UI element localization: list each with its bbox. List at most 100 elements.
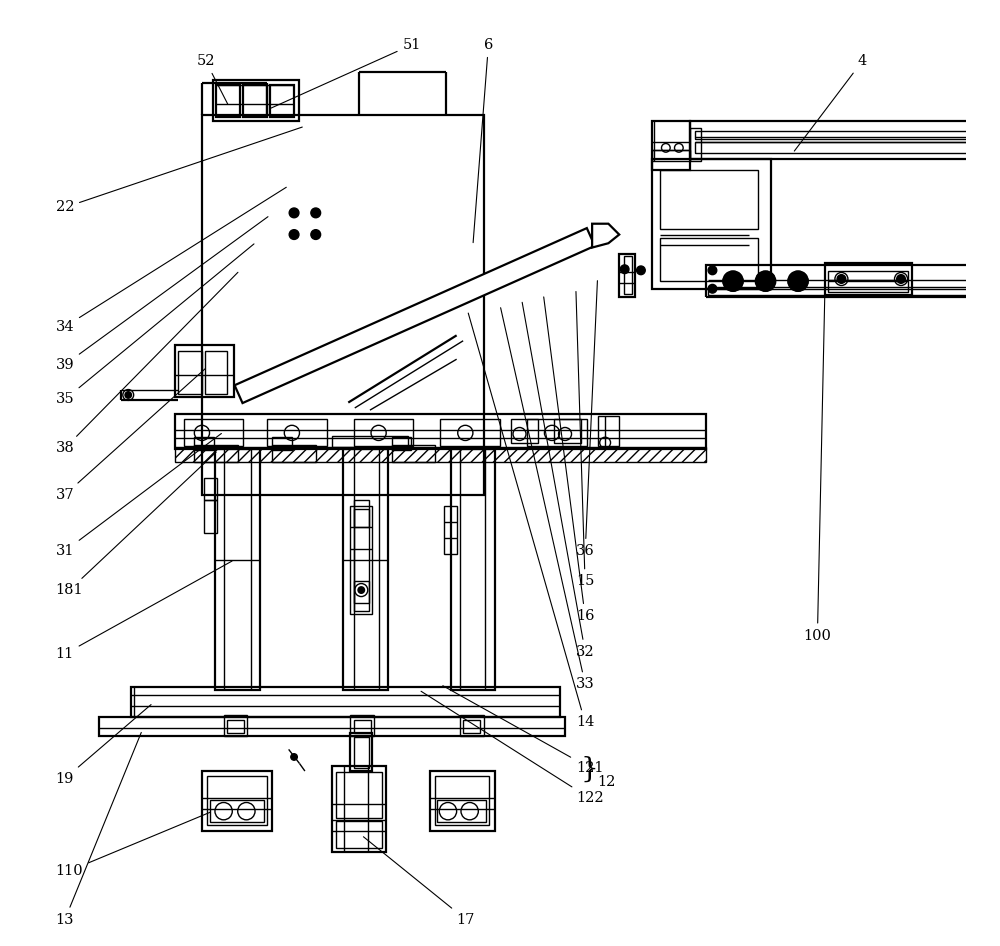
Bar (463, 720, 480, 733)
Text: 22: 22 (56, 127, 302, 215)
Bar (178, 351, 202, 394)
Bar (350, 733, 372, 771)
Bar (194, 445, 238, 463)
Bar (695, 131, 1000, 139)
Bar (392, 445, 435, 463)
Bar (202, 115, 484, 495)
Text: 121: 121 (443, 686, 603, 775)
Bar (270, 85, 294, 117)
Text: 37: 37 (56, 369, 205, 501)
Bar (437, 800, 486, 822)
Bar (652, 159, 771, 289)
Bar (350, 505, 372, 614)
Bar (511, 419, 538, 443)
Bar (554, 419, 581, 443)
Bar (624, 256, 632, 294)
Bar (204, 500, 217, 533)
Polygon shape (235, 228, 595, 403)
Text: 39: 39 (56, 217, 268, 372)
Text: 34: 34 (56, 187, 286, 334)
Bar (652, 121, 690, 169)
Text: 31: 31 (56, 433, 221, 558)
Circle shape (637, 266, 645, 274)
Circle shape (125, 392, 131, 398)
Bar (227, 720, 244, 733)
Text: 36: 36 (576, 281, 597, 558)
Bar (990, 146, 1000, 156)
Bar (194, 437, 214, 450)
Bar (336, 821, 382, 848)
Text: 52: 52 (197, 54, 228, 104)
Bar (619, 254, 635, 297)
Text: 11: 11 (56, 561, 232, 661)
Circle shape (788, 272, 808, 291)
Bar (435, 777, 489, 825)
Circle shape (897, 274, 905, 283)
Text: 4: 4 (794, 54, 867, 151)
Bar (332, 436, 408, 447)
Text: 100: 100 (803, 281, 831, 642)
Bar (224, 714, 247, 736)
Circle shape (289, 230, 299, 239)
Circle shape (289, 208, 299, 218)
Bar (690, 121, 1000, 159)
Circle shape (358, 587, 365, 593)
Bar (444, 505, 457, 554)
Bar (828, 272, 908, 280)
Bar (354, 720, 371, 733)
Bar (272, 445, 316, 463)
Bar (272, 437, 292, 450)
Bar (207, 777, 267, 825)
Bar (825, 263, 912, 295)
Bar (460, 714, 484, 736)
Circle shape (311, 208, 321, 218)
Bar (354, 582, 369, 603)
Bar (175, 414, 706, 449)
Text: 15: 15 (576, 291, 594, 588)
Circle shape (756, 272, 775, 291)
Bar (354, 419, 413, 446)
Circle shape (723, 272, 743, 291)
Text: 181: 181 (56, 452, 216, 597)
Text: 14: 14 (468, 313, 594, 729)
Bar (354, 509, 369, 611)
Text: 13: 13 (56, 732, 141, 926)
Text: 12: 12 (598, 775, 616, 789)
Bar (131, 687, 560, 717)
Text: 16: 16 (544, 297, 594, 623)
Text: 6: 6 (473, 38, 493, 242)
Polygon shape (592, 223, 619, 248)
Bar (392, 437, 411, 450)
Bar (527, 419, 587, 446)
Circle shape (708, 266, 717, 274)
Text: 32: 32 (522, 303, 594, 658)
Circle shape (311, 230, 321, 239)
Bar (451, 449, 495, 690)
Bar (660, 237, 758, 281)
Bar (336, 772, 382, 817)
Bar (660, 169, 758, 229)
Bar (695, 143, 1000, 153)
Text: 110: 110 (56, 813, 210, 878)
Bar (350, 714, 374, 736)
Bar (706, 265, 1000, 297)
Circle shape (837, 274, 846, 283)
Text: 51: 51 (270, 38, 421, 109)
Circle shape (620, 265, 629, 273)
Text: 122: 122 (421, 692, 603, 805)
Text: 38: 38 (56, 272, 238, 455)
Bar (205, 351, 227, 394)
Bar (215, 449, 260, 690)
Text: 19: 19 (56, 705, 151, 785)
Bar (430, 771, 495, 831)
Bar (202, 771, 272, 831)
Bar (267, 419, 327, 446)
Bar (354, 500, 369, 527)
Bar (99, 717, 565, 736)
Bar (184, 419, 243, 446)
Bar (990, 131, 1000, 141)
Bar (708, 287, 1000, 295)
Bar (828, 281, 908, 292)
Bar (598, 415, 619, 446)
Bar (175, 447, 706, 463)
